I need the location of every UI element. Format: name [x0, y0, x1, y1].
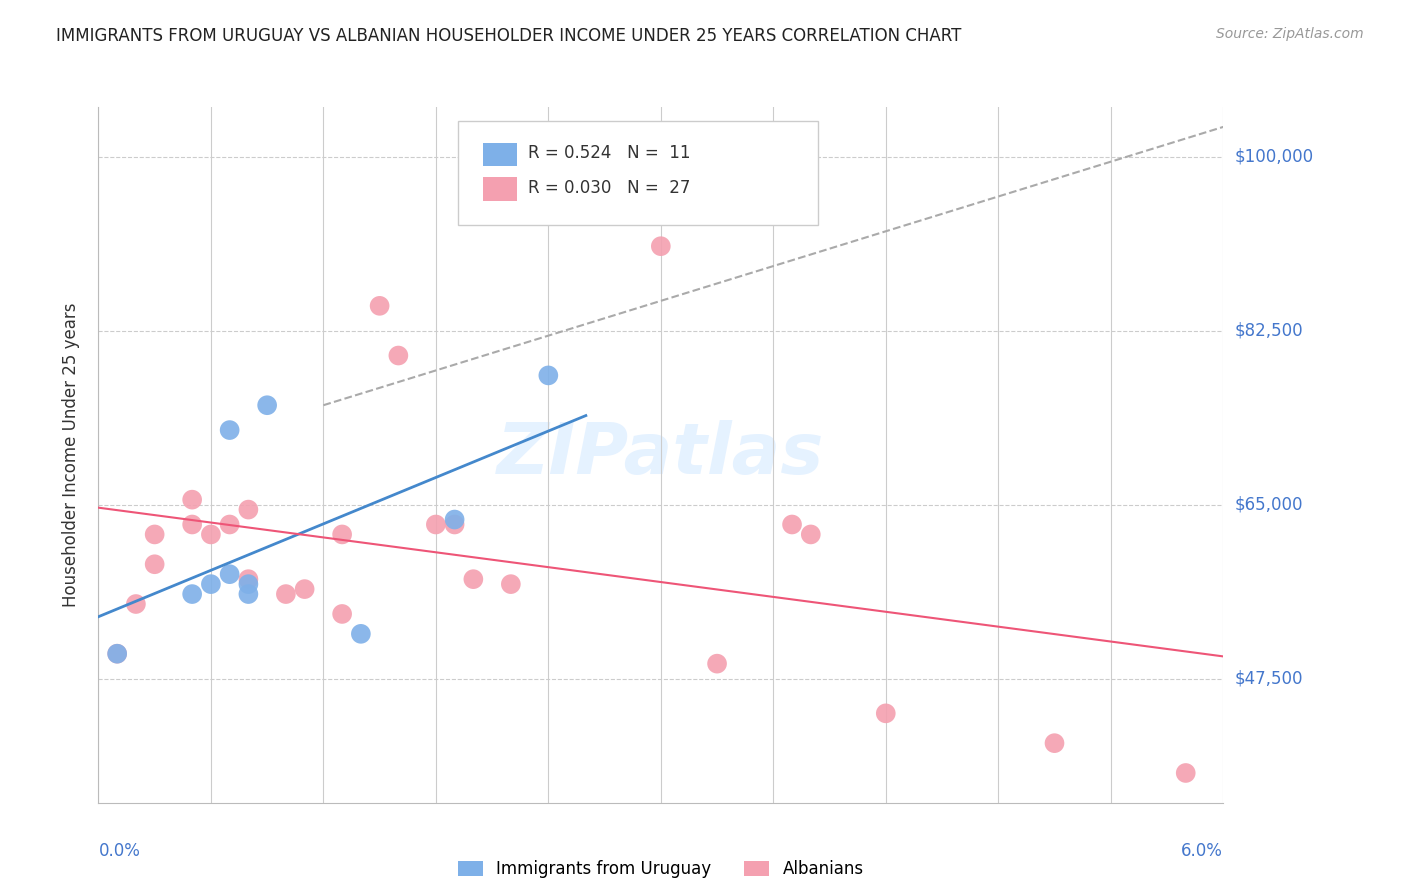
- Point: [294, 582, 316, 596]
- Text: $65,000: $65,000: [1234, 496, 1303, 514]
- Point: [105, 647, 128, 661]
- Text: 0.0%: 0.0%: [98, 842, 141, 860]
- Point: [218, 517, 240, 532]
- Point: [200, 527, 222, 541]
- Point: [1174, 766, 1197, 780]
- Point: [181, 517, 204, 532]
- Point: [181, 492, 204, 507]
- Point: [238, 587, 260, 601]
- Point: [875, 706, 897, 721]
- Point: [499, 577, 522, 591]
- Text: R = 0.524   N =  11: R = 0.524 N = 11: [529, 144, 690, 162]
- Point: [650, 239, 672, 253]
- Point: [256, 398, 278, 412]
- Point: [238, 572, 260, 586]
- Point: [274, 587, 297, 601]
- Point: [218, 567, 240, 582]
- Point: [143, 527, 166, 541]
- Point: [780, 517, 803, 532]
- Point: [387, 349, 409, 363]
- Text: $82,500: $82,500: [1234, 322, 1303, 340]
- Point: [105, 647, 128, 661]
- FancyBboxPatch shape: [458, 121, 818, 226]
- Point: [443, 517, 465, 532]
- Point: [443, 512, 465, 526]
- FancyBboxPatch shape: [484, 178, 517, 201]
- Point: [1043, 736, 1066, 750]
- Point: [238, 577, 260, 591]
- Point: [368, 299, 391, 313]
- Text: $100,000: $100,000: [1234, 148, 1313, 166]
- Text: IMMIGRANTS FROM URUGUAY VS ALBANIAN HOUSEHOLDER INCOME UNDER 25 YEARS CORRELATIO: IMMIGRANTS FROM URUGUAY VS ALBANIAN HOUS…: [56, 27, 962, 45]
- Point: [425, 517, 447, 532]
- Point: [125, 597, 148, 611]
- Point: [330, 527, 353, 541]
- Y-axis label: Householder Income Under 25 years: Householder Income Under 25 years: [62, 302, 80, 607]
- Text: Source: ZipAtlas.com: Source: ZipAtlas.com: [1216, 27, 1364, 41]
- Point: [350, 627, 373, 641]
- Legend: Immigrants from Uruguay, Albanians: Immigrants from Uruguay, Albanians: [451, 854, 870, 885]
- Point: [143, 558, 166, 572]
- Point: [463, 572, 485, 586]
- Point: [181, 587, 204, 601]
- Point: [218, 423, 240, 437]
- Text: $47,500: $47,500: [1234, 670, 1303, 688]
- Point: [706, 657, 728, 671]
- Point: [537, 368, 560, 383]
- Point: [238, 502, 260, 516]
- Point: [200, 577, 222, 591]
- FancyBboxPatch shape: [484, 143, 517, 166]
- Text: 6.0%: 6.0%: [1181, 842, 1223, 860]
- Text: ZIPatlas: ZIPatlas: [498, 420, 824, 490]
- Text: R = 0.030   N =  27: R = 0.030 N = 27: [529, 178, 690, 197]
- Point: [800, 527, 823, 541]
- Point: [330, 607, 353, 621]
